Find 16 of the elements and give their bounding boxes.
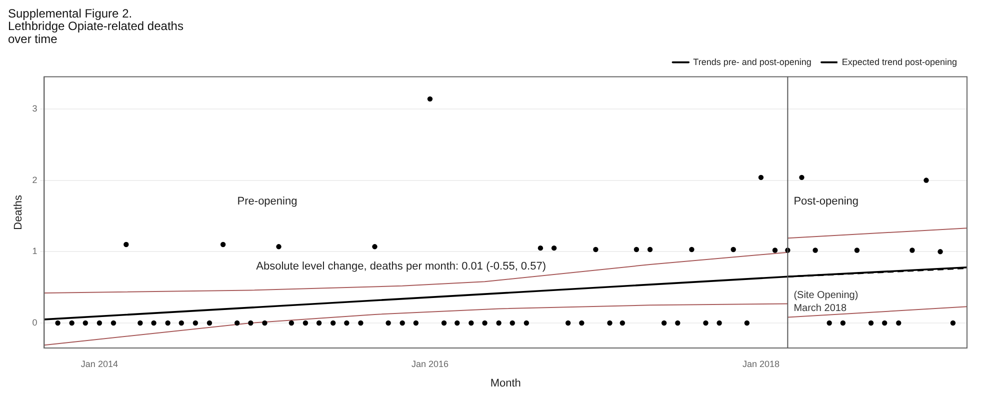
x-tick-label: Jan 2014 <box>80 358 118 369</box>
y-tick-label: 3 <box>32 103 38 114</box>
y-tick-label: 2 <box>32 174 38 185</box>
legend-label: Trends pre- and post-opening <box>693 56 812 67</box>
y-axis-title: Deaths <box>12 194 25 230</box>
ref-line-label: (Site Opening) March 2018 <box>794 290 858 314</box>
x-tick-label: Jan 2016 <box>411 358 449 369</box>
x-tick-label: Jan 2018 <box>742 358 780 369</box>
chart-title: Supplemental Figure 2. Lethbridge Opiate-related deaths over time <box>8 6 184 46</box>
annotation: Absolute level change, deaths per month: 0.01 (-0.55, 0.57) <box>256 260 546 273</box>
legend-label: Expected trend post-opening <box>842 56 958 67</box>
x-axis-title: Month <box>490 377 521 390</box>
annotation: Pre-opening <box>237 196 298 208</box>
y-tick-label: 0 <box>32 318 38 328</box>
annotation: Post-opening <box>794 196 859 208</box>
y-tick-label: 1 <box>32 246 38 256</box>
